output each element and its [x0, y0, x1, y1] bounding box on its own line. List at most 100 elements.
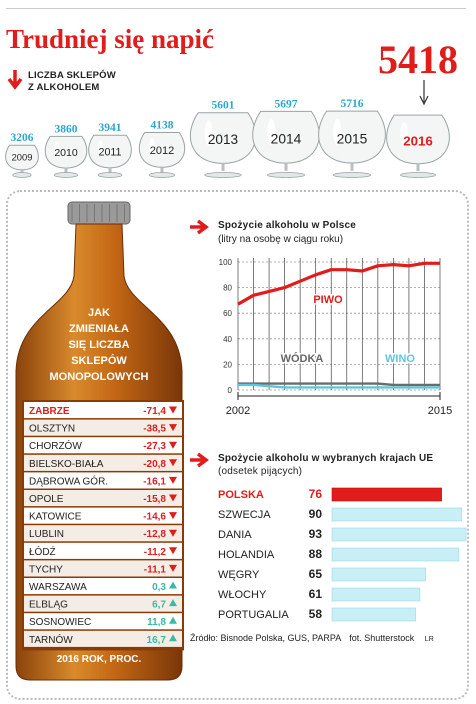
glass-2010: 2010 3860 — [44, 123, 88, 178]
bar-category-label: WŁOCHY — [218, 589, 267, 601]
series-label-halo: WINO — [385, 353, 415, 365]
series-line-wino — [238, 383, 440, 389]
bottle-graphic: JAK ZMIENIAŁA SIĘ LICZBA SKLEPÓW MONOPOLOWYC… — [15, 201, 184, 681]
glass-shine — [98, 140, 104, 157]
glass-foot — [148, 172, 176, 178]
glass-year-label: 2014 — [271, 131, 302, 146]
city-change-value: -16,1 — [143, 476, 166, 487]
city-name: BIELSKO-BIAŁA — [29, 459, 104, 470]
glass-stem — [221, 163, 225, 171]
bar — [331, 527, 467, 542]
city-row-bg — [24, 419, 182, 436]
glass-stem — [284, 163, 288, 171]
glasses-chart: 2009 3206 2010 3860 2011 3941 2012 4138 2013 5601… — [5, 98, 450, 178]
city-name: WARSZAWA — [29, 582, 87, 593]
glass-foot — [12, 172, 32, 178]
city-row: ZABRZE -71,4 — [24, 402, 182, 419]
glass-shine — [149, 137, 155, 156]
photo-credit: fot. Shutterstock — [349, 633, 415, 643]
glass-shine — [333, 118, 342, 145]
highlight-value: 5418 — [378, 37, 458, 82]
y-tick-label: 60 — [223, 309, 232, 318]
right-arrow-icon-2 — [190, 452, 209, 468]
glass-2009: 2009 3206 — [5, 132, 39, 178]
glass-value-label: 3860 — [55, 123, 78, 135]
series-label: WÓDKA — [281, 352, 324, 365]
down-triangle-icon — [169, 529, 177, 537]
city-change-value: 16,7 — [147, 635, 167, 646]
down-triangle-icon — [169, 476, 177, 484]
bar-chart-title-text: Spożycie alkoholu w wybranych krajach UE — [218, 453, 434, 464]
city-row: TARNÓW 16,7 — [24, 630, 182, 647]
stores-header-line-2: z alkoholem — [28, 82, 100, 93]
page-title: Trudniej się napić — [6, 24, 215, 54]
y-tick-label: 100 — [219, 258, 233, 267]
city-row-bg — [24, 490, 182, 507]
glass-foot — [204, 172, 242, 178]
city-change-value: -15,8 — [143, 494, 166, 505]
bar-category-label: SZWECJA — [218, 509, 271, 521]
city-row-bg — [24, 613, 182, 630]
down-arrow-icon — [7, 70, 23, 90]
city-name: OPOLE — [29, 494, 64, 505]
glass-value-label: 5601 — [212, 100, 235, 112]
glass-2015: 2015 5716 — [318, 98, 386, 178]
bar-row: WŁOCHY 61 — [218, 587, 421, 602]
series-label-halo: PIWO — [313, 294, 343, 306]
x-start-label: 2002 — [226, 405, 250, 417]
glass-year-label: 2010 — [54, 147, 78, 159]
glass-year-label: 2016 — [403, 133, 433, 148]
city-row-bg — [24, 454, 182, 471]
down-triangle-icon — [169, 441, 177, 449]
city-row-bg — [24, 525, 182, 542]
bar-row: HOLANDIA 88 — [218, 547, 460, 562]
series-label: WINO — [385, 353, 415, 365]
bar — [331, 507, 462, 522]
city-row: KATOWICE -14,6 — [24, 507, 182, 524]
bar-value-label: 93 — [309, 527, 323, 541]
city-change-value: -12,8 — [143, 529, 166, 540]
city-row-bg — [24, 472, 182, 489]
glass-value-label: 4138 — [151, 120, 174, 132]
y-tick-label: 0 — [228, 386, 233, 395]
glass-value-label: 3941 — [99, 122, 122, 134]
glass-shine — [267, 119, 276, 145]
glass-stem — [350, 163, 354, 171]
bar-category-label: WĘGRY — [218, 569, 260, 581]
city-name: LUBLIN — [29, 529, 64, 540]
bar — [331, 567, 426, 582]
city-name: ELBLĄG — [29, 600, 68, 611]
series-line-wódka — [238, 382, 440, 387]
city-change-value: -27,3 — [143, 441, 166, 452]
bar-value-label: 58 — [309, 607, 323, 621]
line-chart-subtitle: (litry na osobę w ciągu roku) — [218, 234, 344, 245]
down-triangle-icon — [169, 494, 177, 502]
city-name: TARNÓW — [29, 633, 73, 646]
city-row: SOSNOWIEC 11,8 — [24, 613, 182, 630]
glass-year-label: 2015 — [337, 131, 368, 146]
right-arrow-icon — [190, 219, 209, 235]
city-row: ŁÓDŹ -11,2 — [24, 542, 182, 559]
glass-year-label: 2009 — [12, 151, 33, 162]
city-row-bg — [24, 630, 182, 647]
city-row: BIELSKO-BIAŁA -20,8 — [24, 454, 182, 471]
city-name: DĄBROWA GÓR. — [29, 474, 108, 487]
city-row: WARSZAWA 0,3 — [24, 578, 182, 595]
city-name: CHORZÓW — [29, 439, 82, 452]
glass-2016: 2016 — [386, 114, 450, 178]
bar-category-label: DANIA — [218, 529, 252, 541]
eu-consumption-bar-chart: POLSKA 76 SZWECJA 90 DANIA 93 HOLANDIA 88 WĘGRY 6… — [218, 487, 467, 622]
bottle-heading-line: JAK — [88, 307, 110, 319]
city-name: KATOWICE — [29, 512, 82, 523]
content-frame — [6, 190, 469, 700]
glass-2012: 2012 4138 — [138, 120, 186, 178]
bar-row: POLSKA 76 — [218, 487, 442, 502]
bar-value-label: 90 — [309, 507, 323, 521]
glass-foot — [332, 172, 372, 178]
top-rule — [6, 8, 466, 9]
city-row-bg — [24, 578, 182, 595]
city-change-value: -11,1 — [144, 564, 167, 575]
bar-chart-title: Spożycie alkoholu w wybranych krajach UE… — [218, 452, 438, 478]
glass-foot — [97, 172, 123, 178]
